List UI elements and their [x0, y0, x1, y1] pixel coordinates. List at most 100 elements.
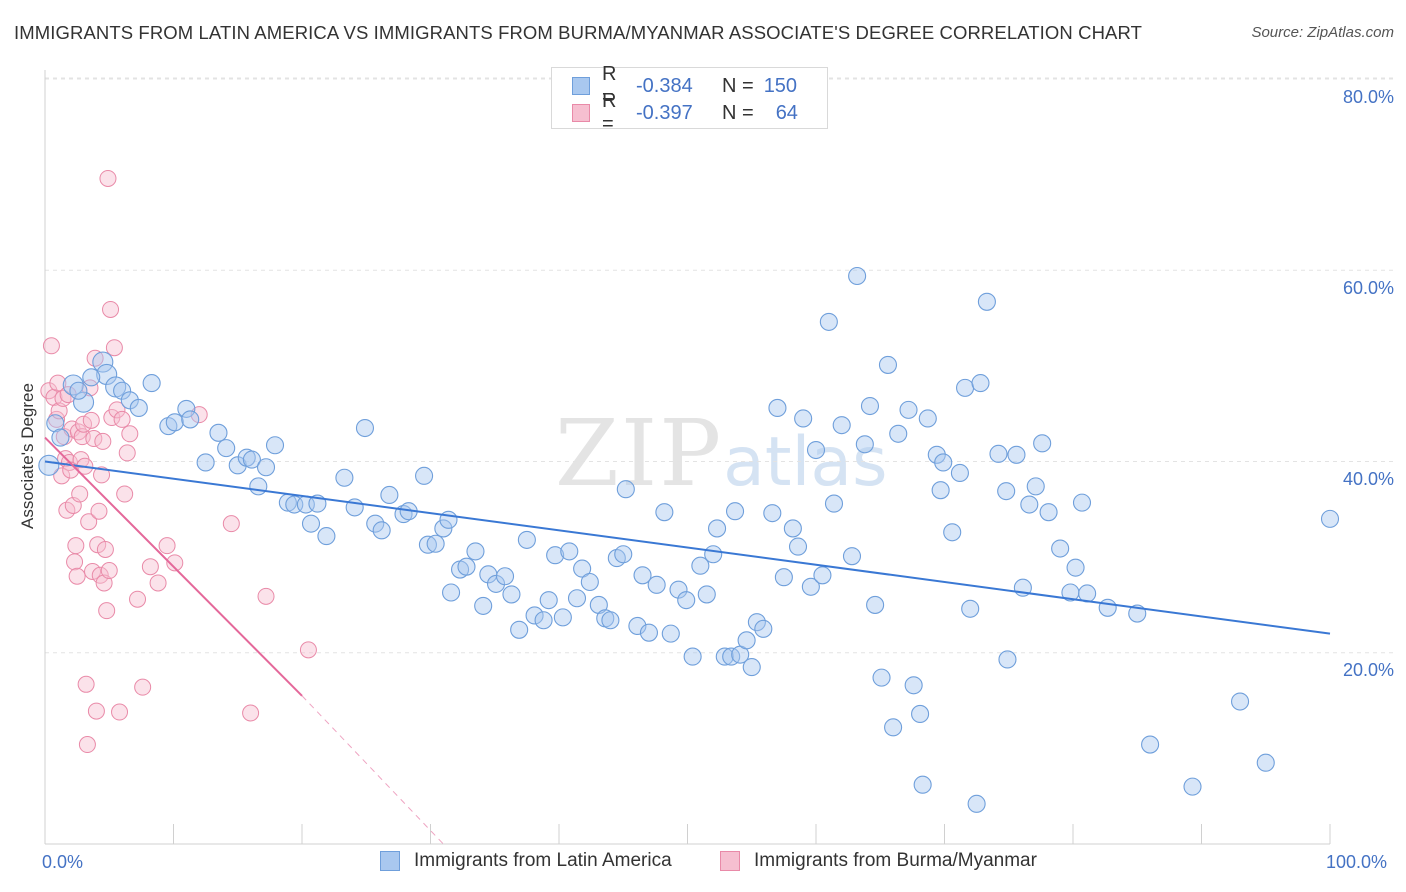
latin-point-75 — [677, 591, 696, 610]
bottom-legend-burma-myanmar: Immigrants from Burma/Myanmar — [720, 850, 1037, 872]
y-tick-40: 40.0% — [1342, 469, 1394, 489]
burma-myanmar-trend-line — [44, 436, 303, 697]
latin-point-118 — [943, 523, 962, 542]
latin-point-149 — [82, 368, 101, 387]
legend-swatch-blue — [572, 77, 590, 95]
latin-point-99 — [824, 494, 844, 513]
burma-point-20 — [71, 485, 89, 503]
latin-point-73 — [661, 624, 680, 643]
trend-lines — [44, 436, 1331, 845]
latin-point-8 — [129, 398, 148, 418]
latin-point-123 — [971, 374, 990, 393]
bottom-legend-label-burma-myanmar: Immigrants from Burma/Myanmar — [754, 850, 1037, 871]
latin-point-80 — [708, 519, 727, 538]
latin-point-29 — [335, 468, 354, 487]
latin-point-87 — [747, 613, 766, 632]
latin-point-112 — [911, 704, 930, 724]
latin-point-97 — [813, 566, 832, 585]
latin-point-102 — [848, 266, 867, 286]
latin-point-81 — [715, 647, 734, 666]
latin-point-145 — [1320, 509, 1340, 528]
latin-point-117 — [934, 453, 953, 472]
latin-point-58 — [560, 542, 579, 561]
burma-point-26 — [78, 736, 96, 754]
latin-point-101 — [842, 547, 862, 566]
latin-point-34 — [380, 485, 399, 505]
latin-point-50 — [502, 585, 521, 604]
latin-point-2 — [92, 351, 114, 373]
latin-point-31 — [355, 418, 375, 438]
latin-point-86 — [742, 658, 761, 677]
latin-point-4 — [96, 363, 118, 386]
burma-point-52 — [121, 425, 139, 443]
bottom-legend-latin-america: Immigrants from Latin America — [380, 850, 672, 872]
burma-point-63 — [299, 641, 317, 659]
latin-point-39 — [426, 534, 445, 553]
latin-point-91 — [774, 568, 793, 587]
latin-point-52 — [517, 530, 536, 549]
latin-point-111 — [904, 676, 923, 695]
latin-point-45 — [466, 542, 485, 561]
x-tick-min: 0.0% — [42, 852, 84, 872]
legend-row-latin-america: R = -0.384 N = 150 — [572, 63, 797, 108]
latin-point-143 — [1231, 692, 1250, 711]
latin-point-114 — [918, 409, 937, 428]
legend-row-burma-myanmar: R = -0.397 N = 64 — [572, 90, 798, 135]
latin-point-103 — [855, 435, 874, 454]
latin-point-72 — [655, 503, 674, 522]
burma-point-46 — [105, 339, 123, 357]
source-label: Source: ZipAtlas.com — [1251, 24, 1394, 41]
latin-point-44 — [457, 557, 476, 576]
watermark-atlas: atlas — [723, 423, 888, 502]
latin-point-28 — [317, 527, 336, 546]
latin-point-98 — [819, 312, 838, 331]
latin-point-120 — [956, 378, 975, 397]
latin-point-132 — [1033, 434, 1052, 453]
latin-point-109 — [889, 424, 908, 443]
burma-point-49 — [113, 410, 131, 428]
latin-point-26 — [301, 514, 321, 533]
latin-point-0 — [38, 454, 60, 476]
latin-point-76 — [683, 647, 702, 666]
latin-point-148 — [69, 381, 88, 400]
burma-point-50 — [116, 485, 134, 503]
burma-myanmar-points — [40, 169, 317, 754]
latin-point-142 — [1183, 777, 1202, 796]
legend-r-label: R = — [602, 90, 617, 135]
latin-point-96 — [806, 440, 826, 460]
latin-point-64 — [601, 611, 620, 630]
latin-point-133 — [1039, 503, 1058, 522]
latin-point-49 — [495, 567, 515, 586]
burma-point-18 — [68, 567, 86, 585]
latin-point-115 — [927, 445, 946, 464]
burma-myanmar-trend-extension — [301, 695, 444, 845]
latin-point-89 — [763, 504, 782, 523]
latin-point-77 — [691, 556, 710, 575]
burma-point-44 — [102, 300, 120, 318]
latin-point-16 — [217, 439, 236, 458]
latin-point-127 — [998, 650, 1017, 669]
latin-point-60 — [573, 559, 592, 578]
latin-point-71 — [647, 575, 666, 594]
burma-point-23 — [75, 415, 93, 433]
latin-point-1 — [62, 374, 84, 396]
latin-point-85 — [737, 631, 756, 650]
latin-point-94 — [794, 409, 813, 428]
legend-n-value: 64 — [775, 101, 798, 124]
legend-r-label: R = — [602, 63, 617, 108]
latin-point-55 — [539, 591, 558, 610]
latin-america-points — [38, 266, 1340, 813]
burma-point-32 — [86, 349, 104, 367]
legend-r-value: -0.384 — [636, 74, 693, 97]
burma-point-1 — [42, 337, 60, 355]
burma-point-61 — [242, 704, 260, 722]
burma-point-48 — [111, 703, 129, 721]
burma-point-33 — [87, 702, 105, 720]
latin-point-53 — [525, 606, 544, 625]
latin-point-105 — [866, 595, 885, 614]
axes — [44, 70, 1331, 845]
latin-point-67 — [616, 480, 635, 499]
latin-point-134 — [1051, 539, 1070, 558]
watermark: ZIPatlas — [555, 400, 888, 507]
